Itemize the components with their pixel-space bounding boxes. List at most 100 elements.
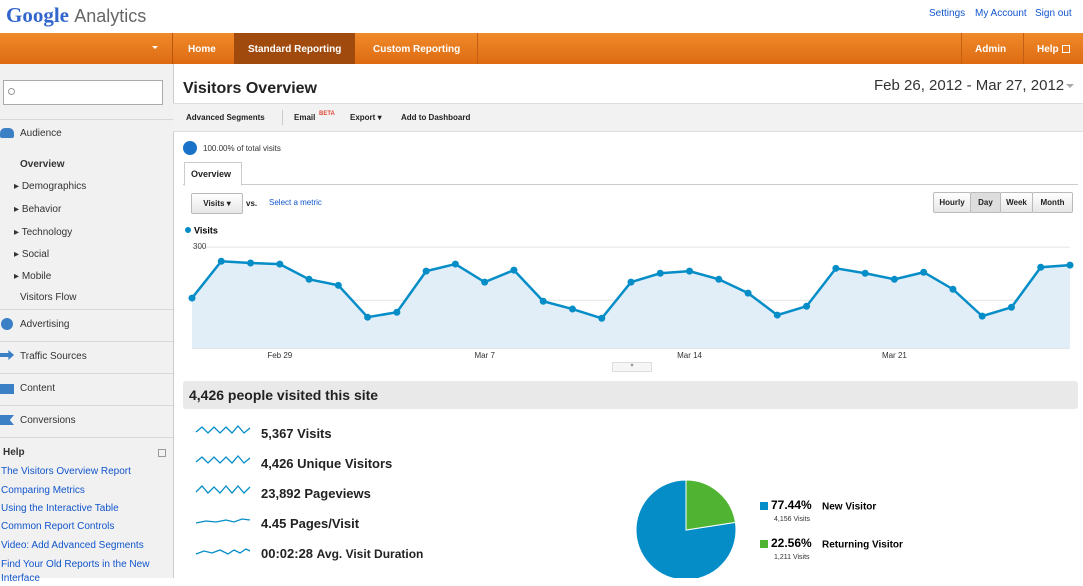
point <box>393 308 401 316</box>
sparkline <box>195 455 251 464</box>
tab-line <box>183 184 1078 185</box>
point <box>803 302 811 310</box>
date-arrow[interactable] <box>1066 84 1074 92</box>
select-metric[interactable]: Select a metric <box>269 198 322 207</box>
audience-section[interactable]: Audience <box>20 128 62 139</box>
pie-category: New Visitor <box>822 502 876 513</box>
point <box>773 311 781 319</box>
sidebar-section[interactable]: Advertising <box>20 319 70 330</box>
point <box>247 259 255 267</box>
signout-link[interactable]: Sign out <box>1035 8 1072 19</box>
sparkline <box>195 485 251 494</box>
sidebar-item[interactable]: ▸ Mobile <box>14 271 52 282</box>
metric-text: Visits <box>203 199 225 208</box>
sparkline <box>195 548 251 555</box>
point <box>334 281 342 289</box>
content-icon <box>0 384 14 394</box>
point <box>1066 261 1074 269</box>
sidebar-section[interactable]: Conversions <box>20 415 76 426</box>
chart-resize-handle[interactable]: ▾ <box>612 362 652 372</box>
legend-swatch <box>760 540 768 548</box>
overview-tab[interactable]: Overview <box>184 162 242 186</box>
help-link[interactable]: Using the Interactive Table <box>1 503 119 514</box>
point <box>1007 303 1015 311</box>
section-divider <box>0 341 173 373</box>
point <box>481 278 489 286</box>
help-link[interactable]: Comparing Metrics <box>1 485 85 496</box>
metric-value: 5,367 Visits <box>261 426 332 441</box>
metric-label: Visits <box>297 426 332 441</box>
nav-divider <box>477 33 478 64</box>
help-link[interactable]: The Visitors Overview Report <box>1 466 131 477</box>
sidebar <box>0 64 174 578</box>
point <box>451 260 459 268</box>
logo-google: Google <box>6 3 69 27</box>
sidebar-item-text: Demographics <box>21 181 87 192</box>
point <box>568 305 576 313</box>
segment-label: 100.00% of total visits <box>203 144 281 153</box>
section-divider <box>0 405 173 437</box>
segment-icon <box>183 141 197 155</box>
export-button[interactable]: Export ▾ <box>350 113 382 122</box>
search-box[interactable] <box>3 80 163 105</box>
point <box>949 285 957 293</box>
help-link[interactable]: Video: Add Advanced Segments <box>1 540 144 551</box>
x-tick-label: Mar 21 <box>882 351 907 360</box>
pie-category: Returning Visitor <box>822 540 903 551</box>
point <box>364 313 372 321</box>
collapse-icon[interactable] <box>158 449 166 457</box>
home-tab[interactable]: Home <box>188 44 216 55</box>
metric-number: 4.45 <box>261 516 287 531</box>
custom-tab[interactable]: Custom Reporting <box>373 44 461 55</box>
pie-count: 4,156 Visits <box>774 516 811 523</box>
sidebar-section[interactable]: Content <box>20 383 56 394</box>
sidebar-item[interactable]: ▸ Behavior <box>14 204 62 215</box>
metric-label: Avg. Visit Duration <box>316 547 424 561</box>
active-tab-bg <box>234 33 355 64</box>
nav-divider <box>961 33 962 64</box>
point <box>832 264 840 272</box>
sidebar-section[interactable]: Traffic Sources <box>20 351 87 362</box>
metric-dropdown[interactable]: Visits ▾ <box>191 193 243 214</box>
metric-number: 4,426 <box>261 456 294 471</box>
section-divider <box>0 373 173 405</box>
sidebar-item[interactable]: ▸ Social <box>14 249 50 260</box>
section-divider <box>0 119 173 151</box>
point <box>744 289 752 297</box>
help-link[interactable]: Common Report Controls <box>1 521 115 532</box>
point <box>539 297 547 305</box>
dashboard-button[interactable]: Add to Dashboard <box>401 113 471 122</box>
point <box>422 267 430 275</box>
area <box>192 261 1070 348</box>
account-link[interactable]: My Account <box>975 8 1027 19</box>
date-range[interactable]: Feb 26, 2012 - Mar 27, 2012 <box>874 77 1065 94</box>
nav-divider <box>172 33 173 64</box>
nav-arrow[interactable] <box>152 46 158 52</box>
y-tick-label: 300 <box>193 242 207 251</box>
metric-value: 4.45 Pages/Visit <box>261 516 359 531</box>
advanced-segments[interactable]: Advanced Segments <box>186 113 265 122</box>
point <box>1037 263 1045 271</box>
sidebar-item-text: Mobile <box>21 271 52 282</box>
month-button[interactable]: Month <box>1032 192 1073 213</box>
summary-heading: 4,426 people visited this site <box>189 387 379 403</box>
sidebar-item[interactable]: ▸ Demographics <box>14 181 87 192</box>
settings-link[interactable]: Settings <box>929 8 966 19</box>
sparkline <box>195 518 251 524</box>
help-tab[interactable]: Help <box>1037 44 1059 55</box>
sidebar-item[interactable]: Overview <box>20 159 65 170</box>
sidebar-item[interactable]: ▸ Technology <box>14 227 73 238</box>
logo-analytics: Analytics <box>74 6 147 26</box>
point <box>656 269 664 277</box>
standard-tab[interactable]: Standard Reporting <box>248 44 342 55</box>
metric-number: 00:02:28 <box>261 546 314 561</box>
toolbar <box>173 103 1083 132</box>
toolbar-divider <box>282 110 283 125</box>
nav-bar <box>0 33 1083 64</box>
metric-value: 23,892 Pageviews <box>261 486 371 501</box>
admin-tab[interactable]: Admin <box>975 44 1007 55</box>
sidebar-item[interactable]: Visitors Flow <box>20 292 77 303</box>
email-button[interactable]: Email <box>294 113 316 122</box>
